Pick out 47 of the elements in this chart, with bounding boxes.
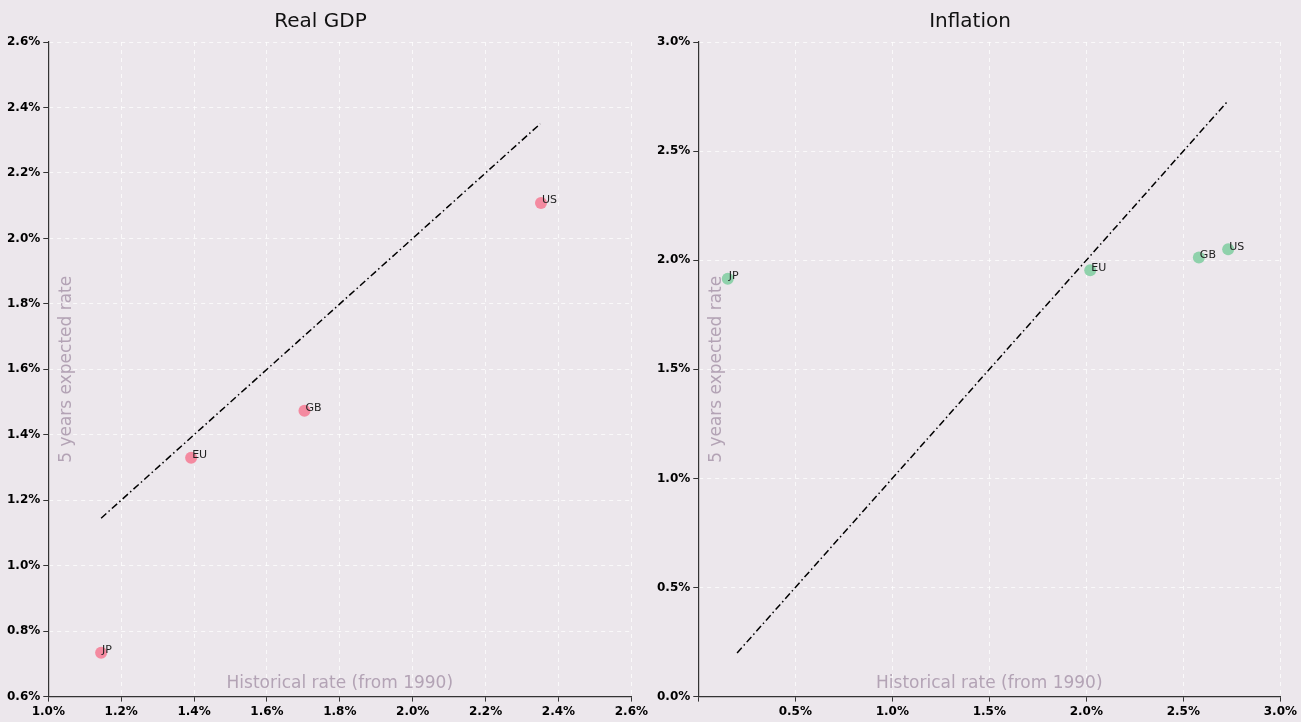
chart-title: Inflation xyxy=(929,8,1011,33)
chart-title: Real GDP xyxy=(274,8,367,33)
x-tick-label: 1.8% xyxy=(323,703,357,718)
y-tick-label: 1.6% xyxy=(7,361,41,376)
y-tick-label: 1.0% xyxy=(657,470,691,485)
y-axis-title: 5 years expected rate xyxy=(705,275,726,463)
y-tick-label: 0.0% xyxy=(657,688,691,703)
y-axis-title: 5 years expected rate xyxy=(55,275,76,463)
annotation: JP xyxy=(101,643,113,657)
x-tick-label: 2.0% xyxy=(396,703,430,718)
y-tick-label: 0.8% xyxy=(7,623,41,638)
annotation: EU xyxy=(192,448,208,462)
x-tick-label: 1.6% xyxy=(250,703,284,718)
y-tick-label: 3.0% xyxy=(657,34,691,49)
y-tick-label: 1.8% xyxy=(7,295,41,310)
y-tick-label: 2.6% xyxy=(7,34,41,49)
x-tick-label: 2.5% xyxy=(1166,703,1200,718)
x-tick-label: 2.6% xyxy=(614,703,648,718)
x-axis-title: Historical rate (from 1990) xyxy=(876,671,1103,692)
x-tick-label: 3.0% xyxy=(1263,703,1297,718)
y-tick-label: 0.6% xyxy=(7,688,41,703)
y-tick-label: 2.0% xyxy=(7,230,41,245)
y-tick-label: 1.0% xyxy=(7,557,41,572)
annotation: US xyxy=(1229,239,1245,253)
x-tick-label: 1.4% xyxy=(177,703,211,718)
annotation: JP xyxy=(727,269,740,283)
y-tick-label: 2.5% xyxy=(657,143,691,158)
x-tick-label: 1.2% xyxy=(104,703,138,718)
x-tick-label: 2.4% xyxy=(541,703,576,718)
y-tick-label: 2.2% xyxy=(7,165,41,180)
y-tick-label: 1.2% xyxy=(7,492,41,507)
x-axis-title: Historical rate (from 1990) xyxy=(226,671,454,692)
x-tick-label: 2.0% xyxy=(1069,703,1103,718)
annotation: GB xyxy=(1199,247,1216,261)
y-tick-label: 2.0% xyxy=(657,252,691,267)
annotation: US xyxy=(541,193,558,207)
annotation: EU xyxy=(1091,260,1107,274)
annotation: GB xyxy=(305,401,322,415)
x-tick-label: 2.2% xyxy=(468,703,503,718)
y-tick-label: 2.4% xyxy=(7,99,41,114)
y-tick-label: 1.4% xyxy=(7,426,41,441)
x-tick-label: 1.5% xyxy=(972,703,1006,718)
x-tick-label: 1.0% xyxy=(875,703,909,718)
y-tick-label: 1.5% xyxy=(657,361,691,376)
y-tick-label: 0.5% xyxy=(657,579,691,594)
x-tick-label: 1.0% xyxy=(31,703,65,718)
x-tick-label: 0.5% xyxy=(778,703,812,718)
